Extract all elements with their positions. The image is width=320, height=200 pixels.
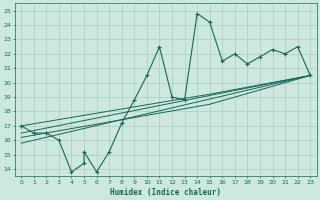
X-axis label: Humidex (Indice chaleur): Humidex (Indice chaleur) [110,188,221,197]
